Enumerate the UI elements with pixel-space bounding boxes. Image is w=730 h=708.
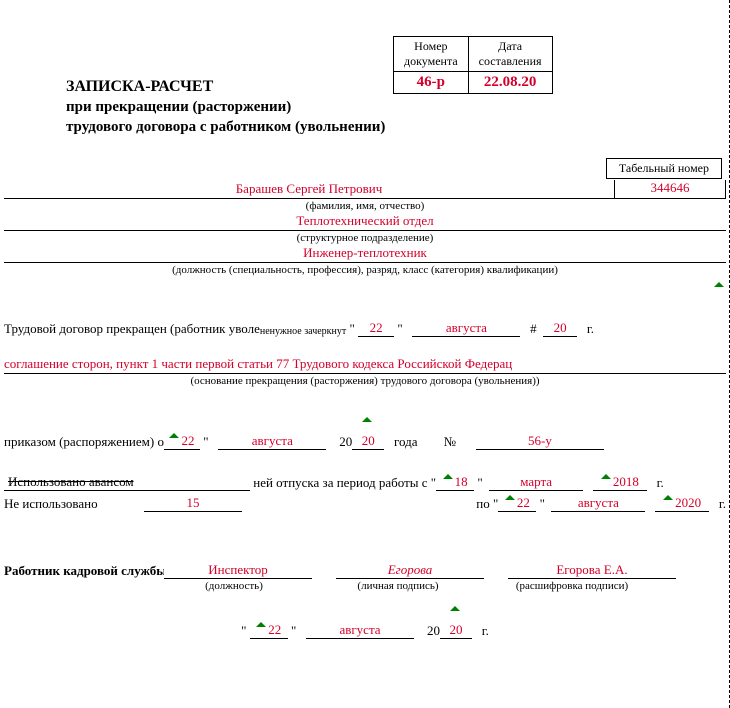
hr-sign-cap: (личная подпись) [328,580,468,592]
vac-notused-label: Не использовано [4,496,144,512]
position-caption: (должность (специальность, профессия), р… [4,264,726,276]
dept-caption: (структурное подразделение) [4,232,726,244]
q1: " [346,321,358,337]
tick-icon [714,282,724,287]
doc-date-value: 22.08.20 [468,72,552,94]
q2: " [394,321,412,337]
vac-to-year: 2020 [675,495,701,510]
term-year: 20 [543,320,577,337]
order-year: 20 [362,433,375,448]
hr-date-g: г. [482,623,489,639]
vac-g2: г. [719,496,726,512]
doc-no-value: 46-р [394,72,469,94]
fio-caption: (фамилия, имя, отчество) [4,200,726,212]
vac-advance-label: Использовано авансом [4,474,152,491]
vac-from-day: 18 [455,474,468,489]
tab-number-value: 344646 [614,180,726,199]
hr-sign: Егорова [336,562,484,579]
basis-text: соглашение сторон, пункт 1 части первой … [4,356,512,372]
order-prefix: приказом (распоряжением) о [4,434,164,450]
hr-pos: Инспектор [164,562,312,579]
tab-number-table: Табельный номер [606,158,722,179]
dept-value: Теплотехнический отдел [4,213,726,229]
vac-to-prefix: по " [476,496,498,512]
hash: # [520,321,543,337]
order-day: 22 [181,433,194,448]
order-year-suffix: года [394,434,418,450]
term-month: августа [412,320,520,337]
order-no-label: № [444,434,456,450]
vac-days: 15 [144,495,242,512]
hr-name: Егорова Е.А. [508,562,676,579]
vac-from-year: 2018 [613,474,639,489]
vac-g1: г. [657,475,664,491]
hr-name-cap: (расшифровка подписи) [492,580,652,592]
doc-no-label: Номер документа [394,37,469,72]
hr-pos-cap: (должность) [164,580,304,592]
hr-date-day: 22 [268,622,281,637]
position-value: Инженер-теплотехник [4,245,726,261]
title-line3: трудового договора с работником (увольне… [66,119,726,136]
vac-from-month: марта [489,474,583,491]
term-strike-note: ненужное зачеркнут [260,326,346,337]
term-day: 22 [358,320,394,337]
vac-mid: ней отпуска за период работы с " [253,475,436,491]
hr-label: Работник кадровой службы [4,563,164,579]
term-prefix: Трудовой договор прекращен (работник уво… [4,321,260,337]
vac-to-day: 22 [517,495,530,510]
basis-caption: (основание прекращения (расторжения) тру… [4,375,726,387]
hr-date-month: августа [306,622,414,639]
vac-to-month: августа [551,495,645,512]
title-line2: при прекращении (расторжении) [66,99,726,116]
hr-date-year: 20 [450,622,463,637]
fio-value: Барашев Сергей Петрович [4,181,614,197]
order-month: августа [218,433,326,450]
tab-number-label: Табельный номер [606,159,721,179]
doc-meta-table: Номер документа Дата составления 46-р 22… [393,36,553,94]
order-no: 56-у [476,433,604,450]
term-suffix: г. [577,321,594,337]
doc-date-label: Дата составления [468,37,552,72]
